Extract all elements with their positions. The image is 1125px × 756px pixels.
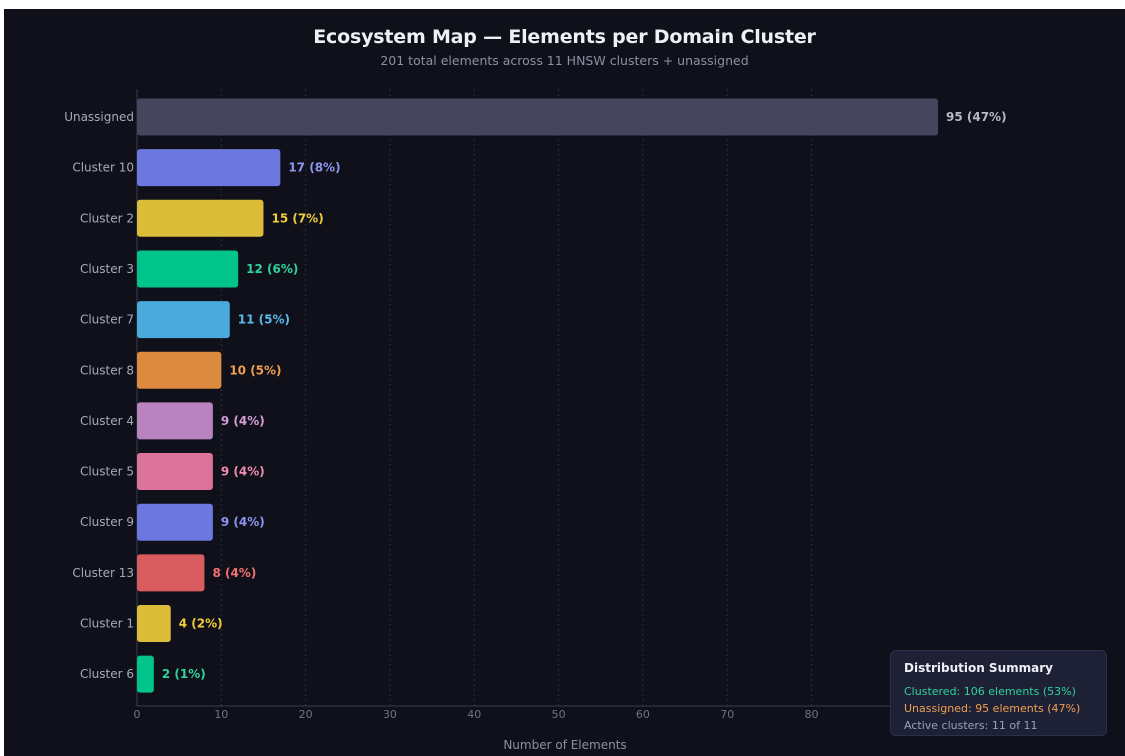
category-label: Cluster 10 [72,161,134,175]
value-label: 9 (4%) [221,515,265,529]
x-tick-label: 70 [720,708,734,721]
grid-lines [220,89,813,706]
category-label: Cluster 9 [80,515,134,529]
x-tick-label: 30 [383,708,397,721]
bar [137,301,230,339]
summary-clustered: Clustered: 106 elements (53%) [904,685,1076,698]
value-label: 95 (47%) [946,110,1007,124]
chart-subtitle: 201 total elements across 11 HNSW cluste… [380,53,749,68]
value-label: 12 (6%) [246,262,298,276]
category-label: Cluster 5 [80,465,134,479]
category-label: Cluster 13 [72,566,134,580]
value-label: 17 (8%) [288,161,340,175]
summary-title: Distribution Summary [904,661,1053,675]
x-axis-title: Number of Elements [503,738,626,752]
value-label: 4 (2%) [179,617,223,631]
chart-panel: Ecosystem Map — Elements per Domain Clus… [4,9,1125,756]
value-label: 8 (4%) [212,566,256,580]
chart-title: Ecosystem Map — Elements per Domain Clus… [313,26,816,48]
bar [137,149,281,187]
bar-chart: Unassigned 95 (47%)Cluster 10 17 (8%)Clust… [64,89,1007,752]
bar [137,402,213,440]
x-tick-label: 80 [805,708,819,721]
category-label: Cluster 3 [80,262,134,276]
category-label: Cluster 6 [80,667,134,681]
value-label: 9 (4%) [221,465,265,479]
value-label: 10 (5%) [229,363,281,377]
x-tick-label: 50 [552,708,566,721]
bars: Unassigned 95 (47%) Cluster 10 17 (8%) Clust… [64,98,1007,693]
value-label: 9 (4%) [221,414,265,428]
value-label: 11 (5%) [238,313,290,327]
bar [137,453,213,491]
x-axis-ticks: 0 10 20 30 40 50 60 70 80 [134,708,819,721]
distribution-summary-box: Distribution Summary Clustered: 106 elem… [890,650,1107,736]
x-tick-label: 10 [214,708,228,721]
summary-active-clusters: Active clusters: 11 of 11 [904,719,1038,732]
category-label: Unassigned [64,110,134,124]
category-label: Cluster 4 [80,414,134,428]
bar [137,250,239,288]
bar [137,199,264,237]
bar [137,351,222,389]
summary-unassigned: Unassigned: 95 elements (47%) [904,702,1081,715]
value-label: 2 (1%) [162,667,206,681]
bar [137,503,213,541]
category-label: Cluster 1 [80,617,134,631]
x-tick-label: 0 [134,708,141,721]
x-tick-label: 20 [299,708,313,721]
x-tick-label: 40 [467,708,481,721]
bar [137,655,154,693]
bar [137,554,205,592]
category-label: Cluster 2 [80,211,134,225]
x-tick-label: 60 [636,708,650,721]
bar [137,605,171,642]
value-label: 15 (7%) [271,211,323,225]
bar [137,98,938,136]
category-label: Cluster 8 [80,363,134,377]
category-label: Cluster 7 [80,313,134,327]
